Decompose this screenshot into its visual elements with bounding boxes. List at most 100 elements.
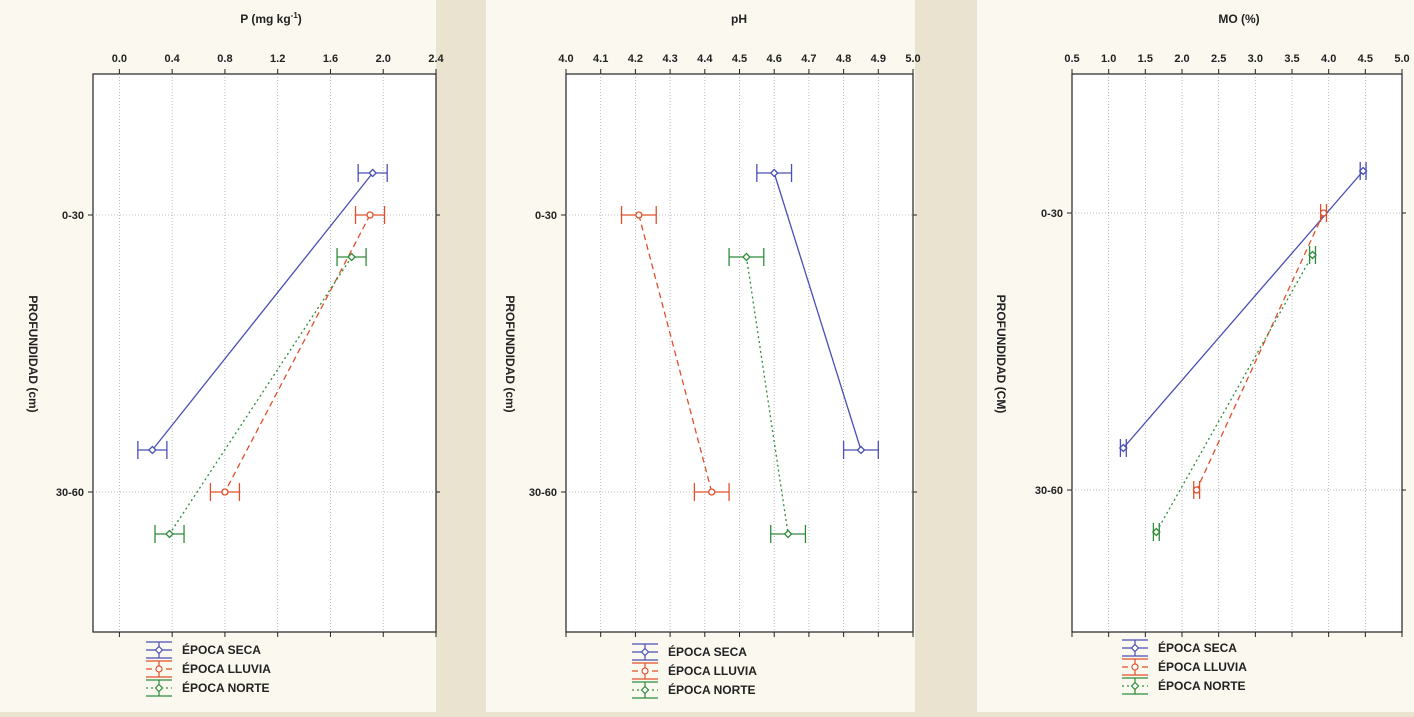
x-tick-label: 5.0 (1394, 53, 1409, 65)
legend-label: ÉPOCA LLUVIA (182, 661, 271, 676)
legend-marker (641, 667, 649, 675)
series-line (151, 172, 374, 451)
data-point (783, 529, 793, 539)
data-point (1319, 209, 1328, 217)
legend: ÉPOCA SECA ÉPOCA LLUVIA ÉPOCA NORTE (1122, 639, 1247, 695)
chart-p: P (mg kg-1) PROFUNDIDAD (cm) 0.0 0.4 0.8 1.… (26, 11, 445, 697)
data-point (742, 252, 751, 262)
chart-title: P (mg kg-1) (240, 11, 302, 26)
plot-area (92, 73, 437, 633)
x-tick-label: 4.9 (871, 53, 886, 65)
legend-marker (640, 647, 650, 657)
series-line (1155, 254, 1314, 533)
series-line (745, 256, 789, 535)
legend-label: ÉPOCA SECA (182, 642, 261, 657)
data-point (635, 211, 643, 219)
y-axis-label: PROFUNDIDAD (CM) (994, 295, 1008, 414)
x-tick-label: 4.8 (836, 53, 851, 65)
legend-label: ÉPOCA SECA (1158, 640, 1237, 655)
y-tick-label: 30-60 (529, 487, 557, 499)
y-tick-label: 30-60 (1035, 485, 1063, 497)
x-tick-label: 4.0 (558, 53, 573, 65)
x-tick-label: 1.6 (323, 53, 338, 65)
x-tick-label: 0.0 (112, 53, 127, 65)
chart-ph: pH PROFUNDIDAD (cm) 4.0 4.1 4.2 4.3 4.4 4.5 4.… (503, 12, 921, 699)
x-tick-label: 4.3 (662, 53, 677, 65)
legend-label: ÉPOCA NORTE (668, 682, 756, 697)
legend: ÉPOCA SECA ÉPOCA LLUVIA ÉPOCA NORTE (632, 643, 757, 699)
y-tick-label: 0-30 (535, 210, 557, 222)
legend: ÉPOCA SECA ÉPOCA LLUVIA ÉPOCA NORTE (146, 641, 271, 697)
series-line (1122, 170, 1364, 449)
data-point (368, 168, 378, 178)
legend-label: ÉPOCA NORTE (182, 680, 270, 695)
x-tick-label: 0.4 (165, 53, 181, 65)
data-point (1193, 486, 1201, 494)
legend-marker (640, 685, 650, 695)
panel-fold-shadow (436, 520, 486, 712)
chart-title-end: ) (298, 12, 302, 26)
data-point (1151, 527, 1161, 537)
legend-label: ÉPOCA NORTE (1158, 678, 1246, 693)
series-line (224, 214, 371, 493)
data-point (769, 168, 779, 178)
x-tick-label: 2.4 (428, 53, 444, 65)
data-point (856, 445, 866, 455)
legend-marker (1130, 681, 1140, 691)
data-point (366, 211, 374, 219)
chart-title: MO (%) (1218, 12, 1259, 26)
legend-label: ÉPOCA SECA (668, 644, 747, 659)
data-point (147, 445, 157, 455)
data-point (221, 488, 229, 496)
data-point (1358, 166, 1368, 176)
x-tick-label: 4.0 (1321, 53, 1336, 65)
x-tick-label: 2.5 (1211, 53, 1226, 65)
x-tick-label: 0.5 (1064, 53, 1079, 65)
data-point (1308, 250, 1317, 260)
data-point (1118, 443, 1128, 453)
x-tick-label: 1.5 (1138, 53, 1153, 65)
chart-title-main: P (mg kg (240, 12, 290, 26)
y-tick-label: 0-30 (62, 210, 84, 222)
x-tick-label: 4.7 (801, 53, 816, 65)
x-tick-label: 2.0 (1174, 53, 1189, 65)
x-tick-label: 4.2 (628, 53, 643, 65)
y-tick-label: 0-30 (1041, 208, 1063, 220)
legend-label: ÉPOCA LLUVIA (668, 663, 757, 678)
legend-marker (155, 665, 163, 673)
x-tick-label: 3.0 (1248, 53, 1263, 65)
legend-label: ÉPOCA LLUVIA (1158, 659, 1247, 674)
x-tick-label: 5.0 (905, 53, 920, 65)
series-line (638, 214, 713, 493)
series-line (1196, 212, 1325, 491)
x-tick-label: 1.0 (1101, 53, 1116, 65)
chart-title: pH (731, 12, 747, 26)
series-line (773, 172, 862, 451)
panel-fold-shadow (915, 0, 977, 712)
legend-marker (1131, 663, 1139, 671)
data-point (165, 529, 174, 539)
x-tick-label: 4.5 (1358, 53, 1373, 65)
x-tick-label: 3.5 (1284, 53, 1299, 65)
x-tick-label: 4.6 (767, 53, 782, 65)
legend-marker (154, 683, 164, 693)
chart-title-superscript: -1 (291, 11, 299, 20)
series-line (168, 256, 353, 535)
data-point (347, 252, 356, 262)
chart-mo: MO (%) PROFUNDIDAD (CM) 0.5 1.0 1.5 2.0 2.5 3… (994, 12, 1410, 695)
y-axis-label: PROFUNDIDAD (cm) (26, 295, 40, 412)
plot-area (1071, 73, 1403, 633)
x-tick-label: 0.8 (217, 53, 232, 65)
x-tick-label: 1.2 (270, 53, 285, 65)
x-tick-label: 4.5 (732, 53, 747, 65)
legend-marker (1130, 643, 1140, 653)
x-tick-label: 2.0 (376, 53, 391, 65)
legend-marker (154, 645, 164, 655)
y-tick-label: 30-60 (56, 487, 84, 499)
x-tick-label: 4.4 (697, 53, 713, 65)
y-axis-label: PROFUNDIDAD (cm) (503, 295, 517, 412)
x-tick-label: 4.1 (593, 53, 608, 65)
data-point (708, 488, 716, 496)
